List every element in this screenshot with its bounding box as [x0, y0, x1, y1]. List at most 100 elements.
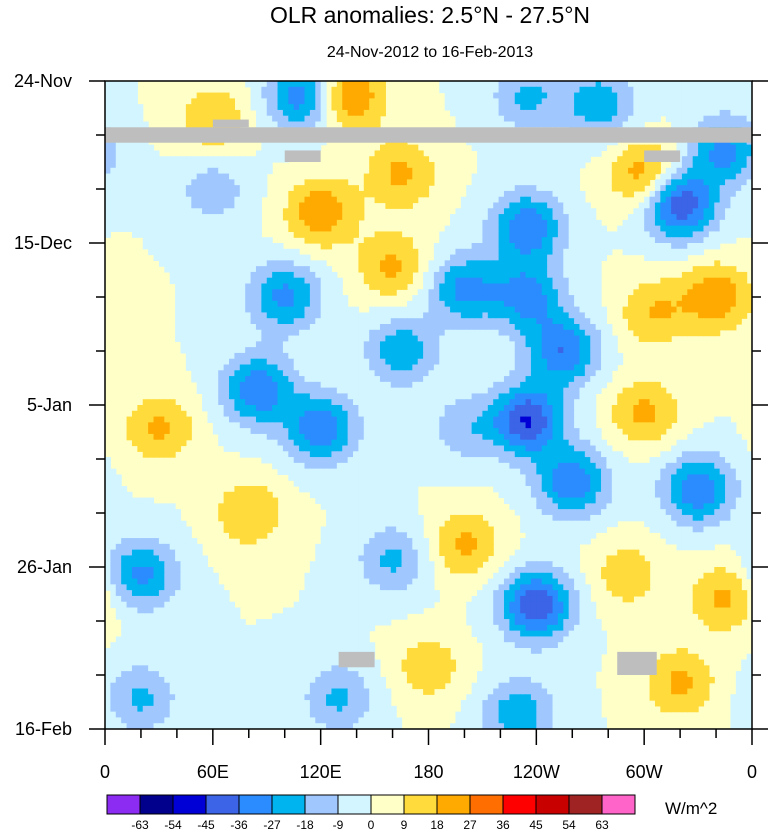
anomaly-cell	[234, 277, 241, 285]
anomaly-cell	[725, 208, 732, 215]
anomaly-cell	[185, 283, 192, 290]
anomaly-cell	[514, 185, 521, 192]
anomaly-cell	[595, 260, 602, 267]
anomaly-cell	[288, 289, 295, 296]
anomaly-cell	[509, 208, 516, 215]
anomaly-cell	[611, 352, 618, 360]
anomaly-cell	[638, 393, 645, 400]
anomaly-cell	[401, 399, 408, 406]
anomaly-cell	[234, 202, 241, 209]
anomaly-cell	[439, 376, 446, 383]
anomaly-cell	[644, 324, 651, 331]
anomaly-cell	[601, 376, 608, 383]
anomaly-cell	[530, 306, 537, 314]
anomaly-cell	[595, 347, 602, 354]
anomaly-cell	[369, 81, 376, 88]
anomaly-cell	[547, 381, 554, 389]
anomaly-cell	[229, 387, 235, 395]
anomaly-cell	[423, 167, 430, 175]
anomaly-cell	[158, 162, 165, 169]
anomaly-cell	[681, 202, 688, 209]
anomaly-cell	[455, 208, 462, 215]
anomaly-cell	[649, 86, 656, 94]
anomaly-cell	[277, 329, 284, 337]
anomaly-cell	[239, 196, 246, 204]
anomaly-cell	[671, 98, 678, 105]
anomaly-cell	[547, 243, 554, 250]
anomaly-cell	[698, 92, 705, 99]
anomaly-cell	[207, 98, 214, 105]
anomaly-cell	[299, 271, 306, 279]
anomaly-cell	[218, 405, 225, 412]
anomaly-cell	[282, 81, 289, 88]
anomaly-cell	[358, 98, 365, 105]
anomaly-cell	[148, 225, 155, 233]
anomaly-cell	[196, 277, 203, 285]
anomaly-cell	[299, 266, 306, 273]
anomaly-cell	[202, 405, 209, 412]
anomaly-cell	[315, 115, 322, 123]
anomaly-cell	[266, 306, 273, 314]
anomaly-cell	[342, 300, 349, 308]
anomaly-cell	[466, 266, 473, 273]
anomaly-cell	[530, 352, 537, 360]
anomaly-cell	[557, 167, 564, 175]
anomaly-cell	[536, 185, 543, 192]
anomaly-cell	[229, 260, 235, 267]
anomaly-cell	[299, 358, 306, 366]
anomaly-cell	[477, 208, 484, 215]
anomaly-cell	[563, 312, 570, 319]
anomaly-cell	[336, 237, 343, 244]
anomaly-cell	[175, 295, 182, 302]
anomaly-cell	[229, 202, 235, 209]
anomaly-cell	[665, 289, 672, 296]
anomaly-cell	[266, 109, 273, 117]
anomaly-cell	[158, 248, 165, 256]
anomaly-cell	[482, 167, 489, 175]
anomaly-cell	[326, 231, 333, 238]
anomaly-cell	[455, 115, 462, 123]
anomaly-cell	[671, 399, 678, 406]
anomaly-cell	[261, 104, 268, 111]
anomaly-cell	[692, 324, 699, 331]
anomaly-cell	[342, 214, 349, 221]
anomaly-cell	[530, 370, 537, 377]
anomaly-cell	[466, 243, 473, 250]
anomaly-cell	[293, 104, 300, 111]
anomaly-cell	[681, 300, 688, 308]
anomaly-cell	[725, 266, 732, 273]
anomaly-cell	[110, 214, 117, 221]
anomaly-cell	[342, 358, 349, 366]
anomaly-cell	[444, 306, 451, 314]
anomaly-cell	[552, 173, 559, 180]
anomaly-cell	[137, 173, 144, 180]
anomaly-cell	[746, 202, 752, 209]
anomaly-cell	[202, 393, 209, 400]
anomaly-cell	[725, 283, 732, 290]
anomaly-cell	[358, 318, 365, 325]
anomaly-cell	[487, 81, 494, 88]
anomaly-cell	[530, 190, 537, 198]
anomaly-cell	[746, 104, 752, 111]
anomaly-cell	[654, 381, 661, 389]
anomaly-cell	[477, 289, 484, 296]
anomaly-cell	[530, 318, 537, 325]
anomaly-cell	[611, 104, 618, 111]
anomaly-cell	[315, 341, 322, 348]
anomaly-cell	[498, 214, 505, 221]
anomaly-cell	[342, 98, 349, 105]
anomaly-cell	[336, 387, 343, 395]
anomaly-cell	[681, 283, 688, 290]
anomaly-cell	[509, 167, 516, 175]
anomaly-cell	[450, 295, 457, 302]
anomaly-cell	[374, 352, 381, 360]
anomaly-cell	[487, 150, 494, 157]
anomaly-cell	[547, 254, 554, 261]
anomaly-cell	[250, 352, 257, 360]
anomaly-cell	[401, 358, 408, 366]
anomaly-cell	[196, 358, 203, 366]
anomaly-cell	[627, 156, 634, 163]
anomaly-cell	[196, 300, 203, 308]
anomaly-cell	[433, 289, 440, 296]
anomaly-cell	[498, 370, 505, 377]
